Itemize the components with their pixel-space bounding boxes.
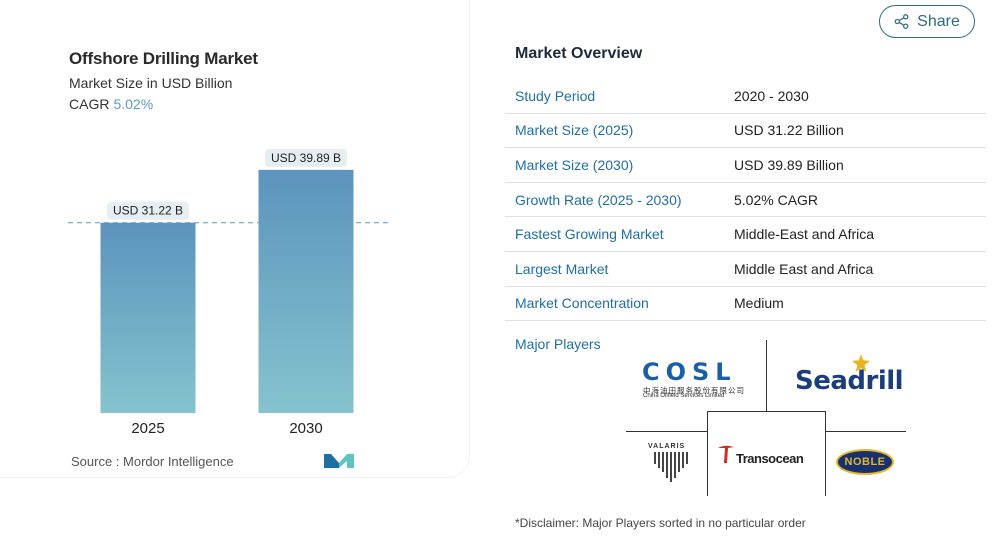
row-value: USD 39.89 Billion [734,156,844,173]
bar-2025 [100,222,196,413]
row-label[interactable]: Fastest Growing Market [515,226,664,243]
row-label[interactable]: Growth Rate (2025 - 2030) [515,191,682,208]
cagr-label: CAGR [69,96,110,112]
chart-cagr: CAGR 5.02% [69,96,153,112]
overview-row-growth-rate: Growth Rate (2025 - 2030) 5.02% CAGR [505,183,986,218]
share-label: Share [917,12,960,30]
chart-title: Offshore Drilling Market [69,49,258,68]
row-value: Middle East and Africa [734,260,874,277]
seadrill-logo: Seadrill [795,366,904,396]
overview-table: Study Period 2020 - 2030 Market Size (20… [505,79,986,322]
cosl-logo-english: China Oilfield Services Limited [643,393,725,399]
grid-divider [626,431,707,432]
disclaimer: *Disclaimer: Major Players sorted in no … [515,516,806,530]
bar-2030 [258,169,354,413]
row-value: 2020 - 2030 [734,87,809,104]
data-label: USD 31.22 B [113,204,183,218]
share-icon [894,14,909,29]
mordor-logo-icon [324,454,354,468]
row-label[interactable]: Market Size (2030) [515,156,634,173]
seadrill-star-icon [852,354,870,372]
major-players-label[interactable]: Major Players [515,336,601,352]
cagr-value: 5.02% [113,96,154,112]
transocean-logo: Transocean [736,451,804,466]
transocean-mark-icon [718,445,734,463]
cosl-logo: COSL [642,358,737,386]
grid-divider [707,411,826,412]
share-button[interactable]: Share [879,5,975,38]
row-label[interactable]: Market Size (2025) [515,122,634,139]
bar-chart: USD 31.22 B 2025 USD 39.89 B 2030 [68,148,388,437]
row-value: USD 31.22 Billion [734,122,844,139]
row-label[interactable]: Market Concentration [515,295,649,312]
grid-divider [825,411,826,496]
row-label[interactable]: Largest Market [515,260,609,277]
x-tick-label: 2030 [289,420,322,437]
overview-row-size-2025: Market Size (2025) USD 31.22 Billion [505,114,986,149]
overview-row-study-period: Study Period 2020 - 2030 [505,79,986,114]
overview-row-largest-market: Largest Market Middle East and Africa [505,252,986,287]
overview-row-fastest-growing: Fastest Growing Market Middle-East and A… [505,217,986,252]
data-label: USD 39.89 B [271,151,341,165]
grid-divider [825,431,906,432]
valaris-mark-icon [654,452,688,482]
grid-divider [707,411,708,496]
grid-divider [766,340,767,412]
data-label-bg [107,201,189,220]
overview-row-concentration: Market Concentration Medium [505,287,986,322]
overview-title: Market Overview [515,45,643,62]
overview-row-size-2030: Market Size (2030) USD 39.89 Billion [505,148,986,183]
cosl-logo-chinese: 中海油田服务股份有限公司 [643,386,745,395]
row-value: Middle-East and Africa [734,226,875,243]
valaris-logo: VALARIS [648,443,686,450]
chart-subtitle: Market Size in USD Billion [69,75,233,91]
chart-card [0,0,470,478]
row-value: Medium [734,295,784,312]
noble-logo-text: NOBLE [844,456,886,468]
x-tick-label: 2025 [131,420,164,437]
source-note: Source : Mordor Intelligence [71,454,234,469]
data-label-bg [265,148,347,167]
noble-logo: NOBLE [836,449,894,475]
row-label[interactable]: Study Period [515,87,596,104]
row-value: 5.02% CAGR [734,191,819,208]
